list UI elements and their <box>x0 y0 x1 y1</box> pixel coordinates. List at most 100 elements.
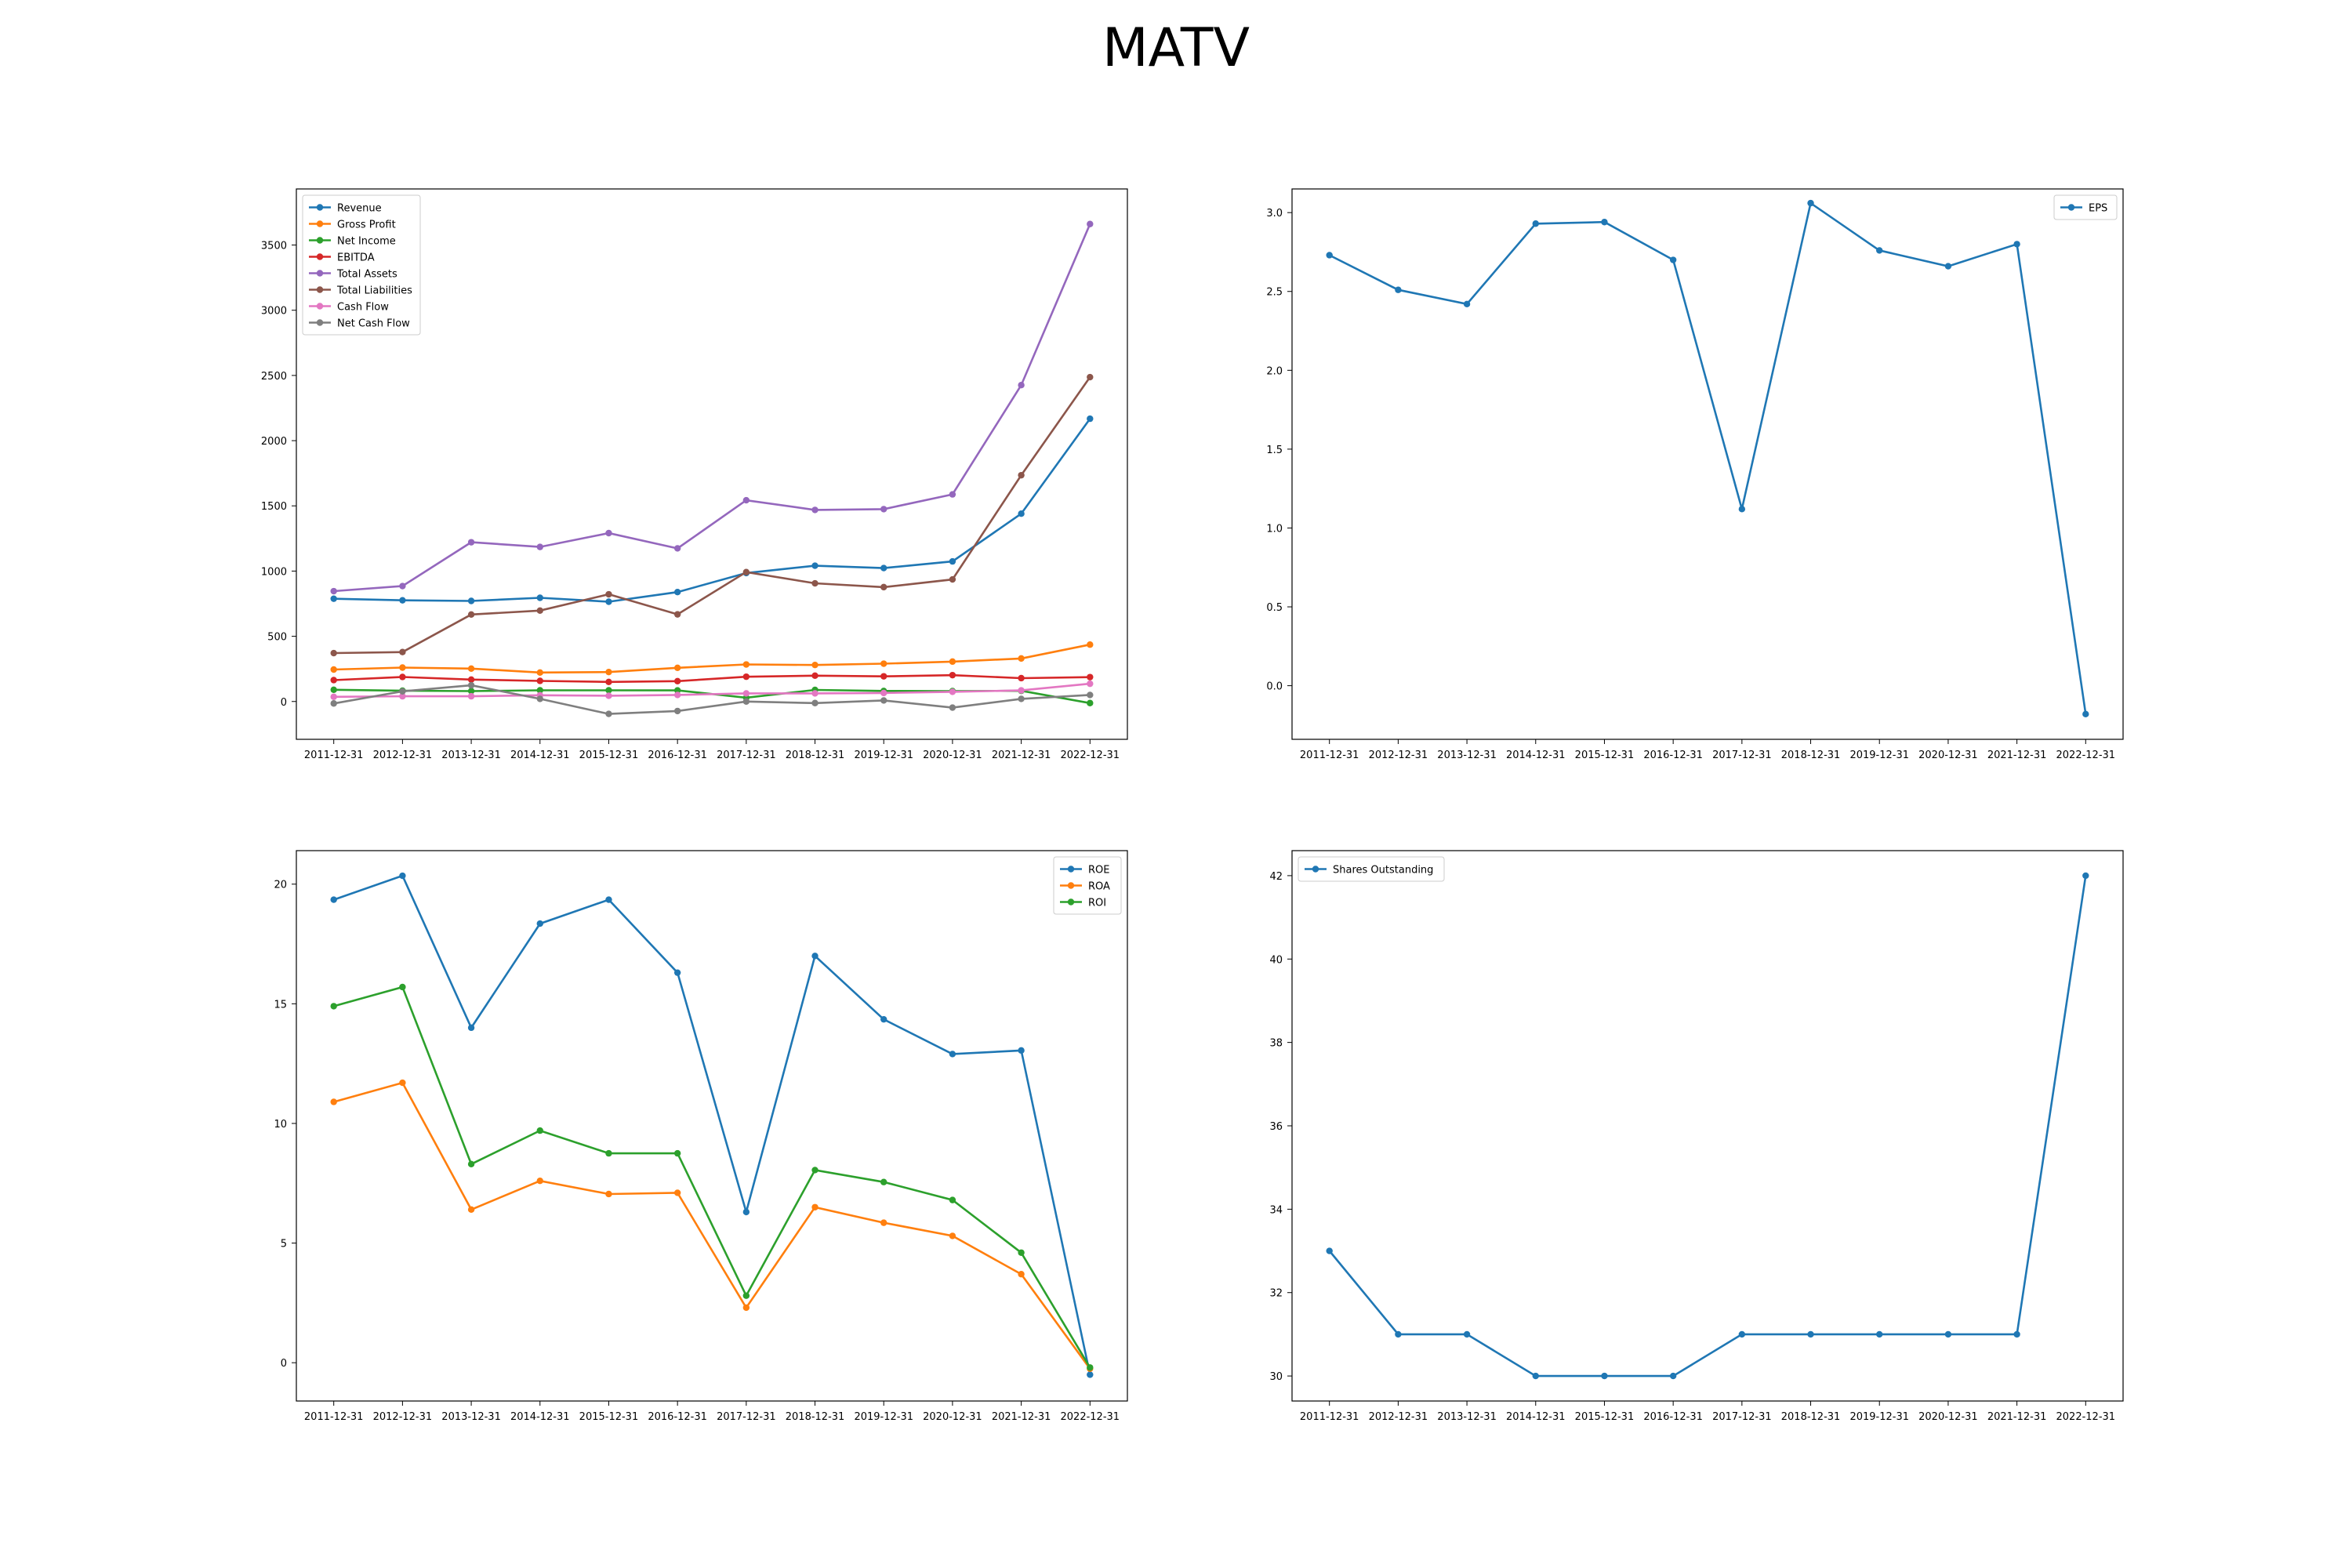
data-point <box>949 1232 956 1240</box>
legend-marker <box>2067 204 2075 211</box>
y-tick-label: 0.0 <box>1266 681 1283 693</box>
data-point <box>1087 1364 1094 1371</box>
y-tick-label: 3000 <box>261 306 287 318</box>
chart-4: 2011-12-31 2012-12-31 2013-12-31 2014-12-31… <box>1269 850 2124 1423</box>
data-point <box>1944 1330 1952 1338</box>
y-tick-label: 15 <box>274 999 287 1011</box>
series-line <box>1329 201 2087 714</box>
legend: EPS <box>2053 194 2118 220</box>
y-tick-label: 40 <box>1269 954 1283 966</box>
legend-label: Gross Profit <box>337 220 396 231</box>
series-total-assets <box>330 220 1094 595</box>
legend-label: ROI <box>1088 898 1106 909</box>
y-tick-label: 0.5 <box>1266 602 1283 614</box>
legend-marker <box>1312 866 1319 873</box>
x-tick-label: 2022-12-31 <box>1061 1411 1120 1423</box>
data-point <box>1018 510 1025 517</box>
data-point <box>1018 674 1025 682</box>
x-tick-label: 2016-12-31 <box>1643 750 1703 761</box>
x-tick-label: 2018-12-31 <box>1781 750 1841 761</box>
data-point <box>742 496 750 504</box>
x-tick-label: 2017-12-31 <box>717 750 776 761</box>
x-tick-label: 2015-12-31 <box>1575 750 1635 761</box>
y-tick-label: 32 <box>1269 1288 1283 1300</box>
y-tick-label: 1000 <box>261 566 287 578</box>
x-tick-label: 2018-12-31 <box>786 1411 845 1423</box>
data-point <box>673 664 681 672</box>
legend-box <box>302 194 421 336</box>
data-point <box>1601 219 1608 226</box>
data-point <box>673 1189 681 1196</box>
x-tick-label: 2019-12-31 <box>1849 750 1909 761</box>
x-tick-label: 2012-12-31 <box>1369 750 1428 761</box>
x-tick-label: 2019-12-31 <box>1849 1411 1909 1423</box>
data-point <box>330 896 337 903</box>
data-point <box>1738 1330 1746 1338</box>
data-point <box>536 543 543 550</box>
data-point <box>330 595 337 602</box>
y-tick-label: 30 <box>1269 1371 1283 1383</box>
legend-label: Net Cash Flow <box>337 318 410 330</box>
data-point <box>1738 506 1746 513</box>
data-point <box>330 700 337 707</box>
data-point <box>536 695 543 702</box>
series-line <box>333 673 1091 684</box>
legend-marker <box>316 303 324 310</box>
data-point <box>330 649 337 657</box>
data-point <box>467 676 475 684</box>
data-point <box>536 1127 543 1134</box>
data-point <box>467 688 475 695</box>
data-point <box>399 688 406 695</box>
data-point <box>605 692 612 699</box>
data-point <box>1018 1249 1025 1256</box>
data-point <box>811 1203 818 1210</box>
data-point <box>880 689 887 697</box>
data-point <box>811 672 818 680</box>
series-roa <box>330 1079 1094 1372</box>
data-point <box>811 579 818 587</box>
series-line <box>333 1081 1091 1370</box>
legend-box <box>1298 856 1445 882</box>
data-point <box>399 583 406 590</box>
x-tick-label: 2015-12-31 <box>1575 1411 1635 1423</box>
x-tick-label: 2020-12-31 <box>923 1411 982 1423</box>
data-point <box>467 597 475 604</box>
legend-marker <box>316 204 324 211</box>
data-point <box>1876 247 1883 254</box>
data-point <box>1018 471 1025 479</box>
y-tick-label: 1.0 <box>1266 523 1283 535</box>
legend-label: EBITDA <box>337 252 375 264</box>
y-tick-label: 5 <box>281 1239 287 1250</box>
x-tick-label: 2011-12-31 <box>304 1411 364 1423</box>
data-point <box>1807 199 1814 207</box>
data-point <box>1087 373 1094 381</box>
data-point <box>536 920 543 927</box>
data-point <box>811 506 818 514</box>
legend-label: Total Liabilities <box>336 285 412 297</box>
data-point <box>605 590 612 598</box>
x-tick-label: 2022-12-31 <box>2056 1411 2116 1423</box>
data-point <box>880 673 887 680</box>
x-tick-label: 2012-12-31 <box>373 1411 433 1423</box>
data-point <box>1087 220 1094 227</box>
y-tick-label: 0 <box>281 697 287 709</box>
data-point <box>330 1003 337 1010</box>
data-point <box>949 704 956 711</box>
legend: ROE ROA ROI <box>1053 856 1122 915</box>
data-point <box>1018 1047 1025 1054</box>
data-point <box>1087 691 1094 699</box>
data-point <box>949 491 956 498</box>
x-tick-label: 2021-12-31 <box>1987 1411 2047 1423</box>
chart-1: 2011-12-31 2012-12-31 2013-12-31 2014-12-31… <box>261 188 1128 761</box>
legend-label: ROA <box>1088 881 1110 893</box>
y-tick-label: 34 <box>1269 1204 1283 1216</box>
data-point <box>880 1219 887 1226</box>
legend-marker <box>1067 866 1075 873</box>
x-tick-label: 2011-12-31 <box>1300 750 1359 761</box>
data-point <box>880 506 887 513</box>
data-point <box>1532 1372 1539 1380</box>
y-tick-label: 38 <box>1269 1038 1283 1050</box>
plot-frame <box>1291 188 2124 740</box>
data-point <box>949 1051 956 1058</box>
data-point <box>467 611 475 619</box>
